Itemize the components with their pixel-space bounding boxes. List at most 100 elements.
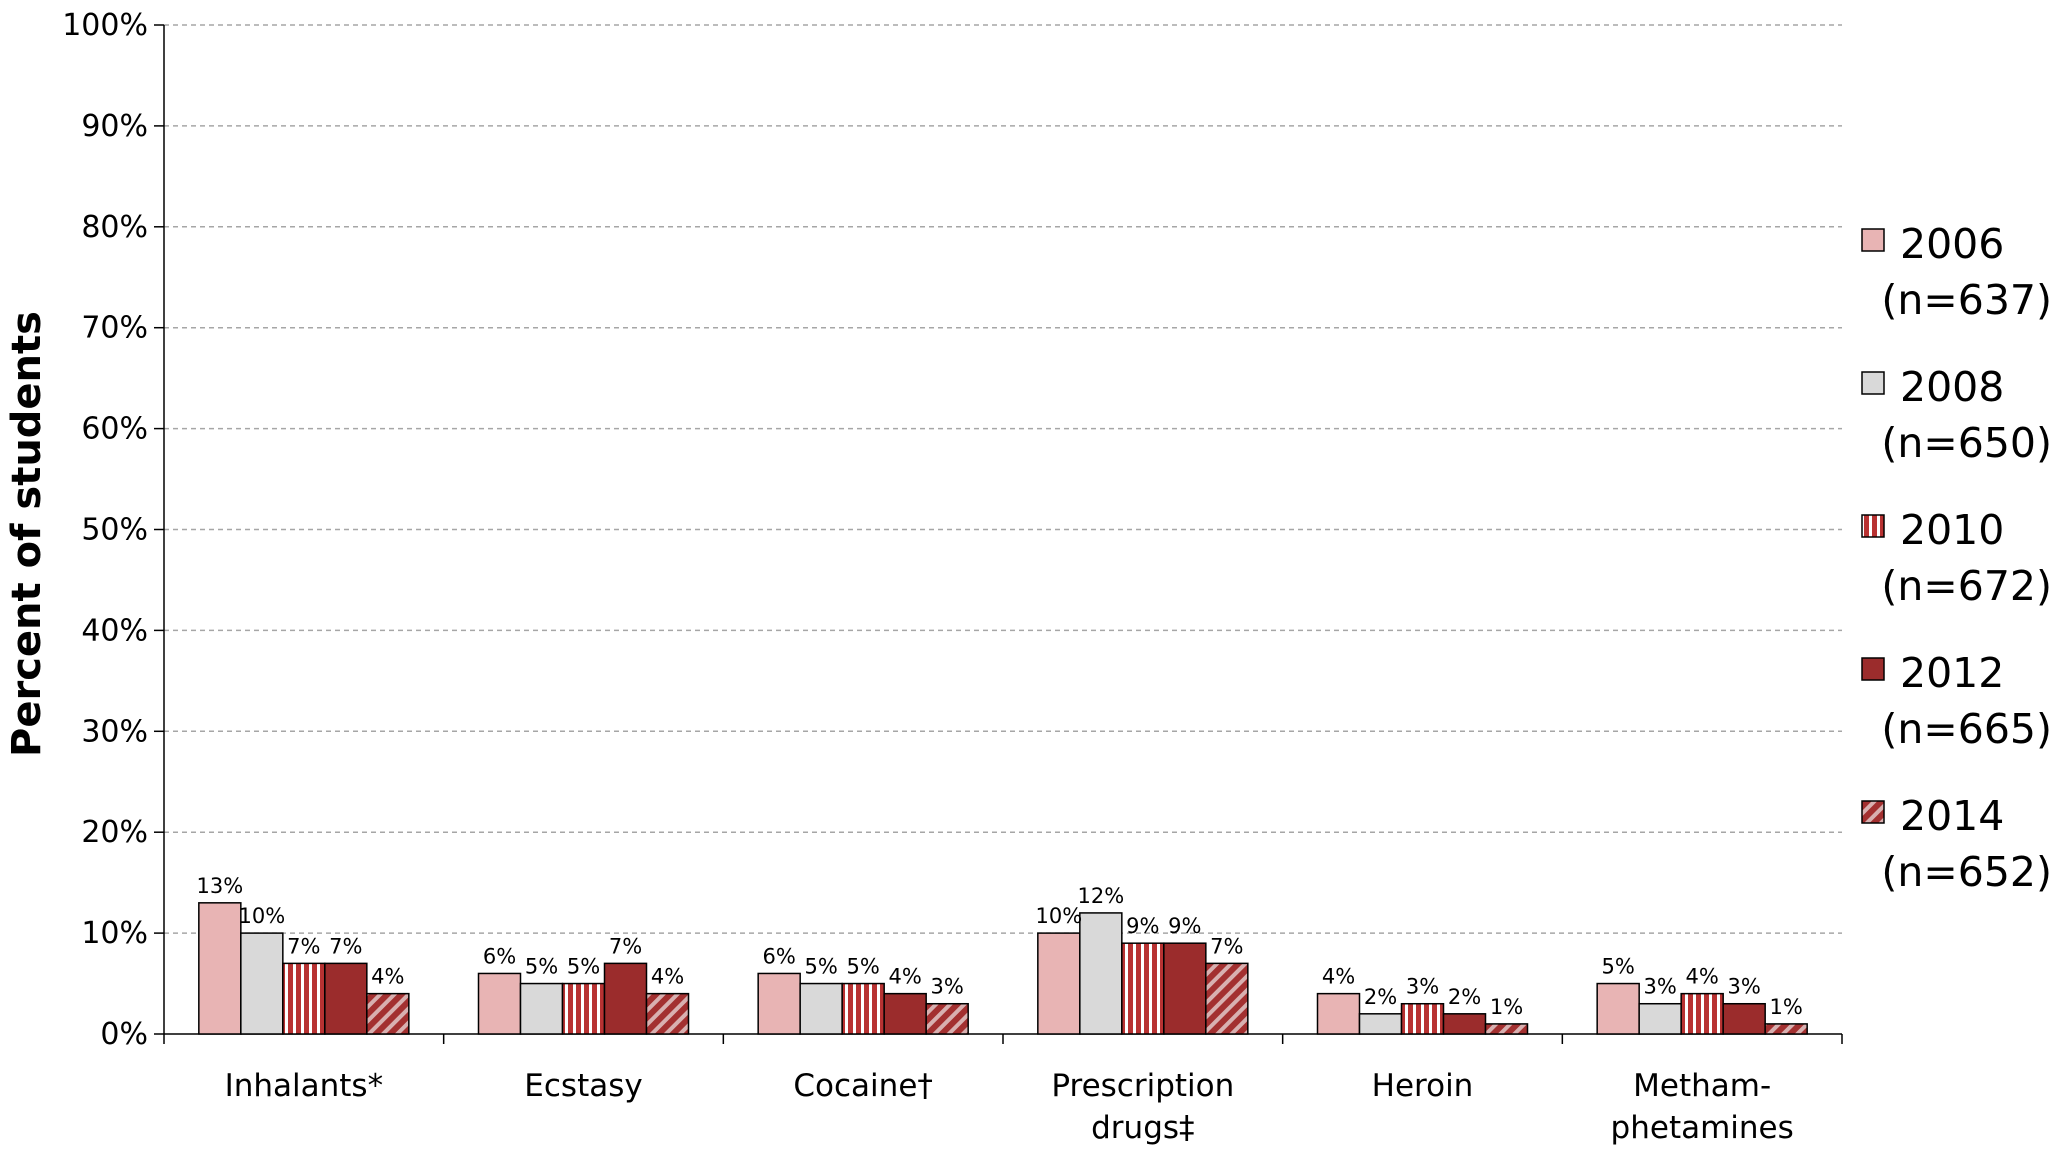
bar — [477, 972, 522, 1035]
data-label: 4% — [651, 965, 684, 989]
x-category-label: Ecstasy — [524, 1068, 642, 1104]
x-category-label: Prescription drugs‡ — [1051, 1068, 1234, 1146]
data-label: 5% — [847, 955, 880, 979]
bar — [240, 932, 284, 1035]
legend-label: 2014 — [1900, 792, 2004, 840]
data-label: 4% — [1322, 965, 1355, 989]
data-label: 6% — [483, 944, 516, 968]
data-label: 2% — [1364, 985, 1397, 1009]
legend-sublabel: (n=665) — [1881, 705, 2052, 753]
bar — [1316, 992, 1361, 1035]
x-category-label: Heroin — [1372, 1068, 1474, 1104]
bar — [645, 992, 690, 1035]
bar — [1205, 962, 1249, 1035]
bar — [1442, 1013, 1487, 1035]
bar — [757, 972, 801, 1035]
legend-sublabel: (n=652) — [1881, 848, 2052, 896]
legend-sublabel: (n=650) — [1881, 419, 2052, 467]
data-label: 5% — [1602, 955, 1635, 979]
bar — [1638, 1002, 1682, 1035]
legend: 2006 (n=637) 2008 (n=650) 2010 (n=672) 2012 (n=… — [1861, 220, 2052, 896]
data-label: 7% — [329, 934, 362, 958]
legend-sublabel: (n=637) — [1881, 276, 2052, 324]
legend-sublabel: (n=672) — [1881, 562, 2052, 610]
x-category-label: Inhalants* — [225, 1068, 384, 1104]
bars — [198, 902, 1808, 1035]
data-label: 12% — [1077, 884, 1124, 908]
bar — [1121, 942, 1165, 1035]
legend-label: 2008 — [1900, 363, 2004, 411]
data-label: 9% — [1168, 914, 1201, 938]
bar — [366, 992, 410, 1035]
bar — [519, 982, 564, 1035]
data-label: 6% — [763, 944, 796, 968]
y-tick-label: 20% — [81, 815, 148, 850]
data-label: 3% — [1406, 975, 1439, 999]
data-label: 5% — [805, 955, 838, 979]
bar — [1680, 992, 1724, 1035]
data-label: 3% — [931, 975, 964, 999]
bar — [883, 992, 927, 1035]
data-label: 13% — [196, 874, 243, 898]
y-tick-label: 60% — [81, 412, 148, 447]
y-axis-title: Percent of students — [4, 311, 50, 757]
bar — [1079, 912, 1123, 1035]
bar — [198, 902, 242, 1035]
legend-swatch — [1861, 657, 1885, 681]
bar — [1163, 942, 1207, 1035]
data-label: 9% — [1126, 914, 1159, 938]
data-labels: 13%10%7% 7%4%6% 5% 5%7%4%6% 5% 5% 4% 3%10%12%9%… — [196, 874, 1802, 1019]
legend-label: 2012 — [1900, 649, 2004, 697]
y-tick-label: 70% — [81, 311, 148, 346]
bar — [1722, 1002, 1766, 1035]
y-tick-label: 100% — [62, 8, 148, 43]
data-label: 7% — [609, 934, 642, 958]
legend-swatch — [1861, 228, 1885, 252]
y-tick-label: 90% — [81, 109, 148, 144]
bar — [282, 962, 326, 1035]
data-label: 7% — [287, 934, 320, 958]
x-category-label: Cocaine† — [793, 1068, 933, 1104]
legend-label: 2006 — [1900, 220, 2004, 268]
bar — [561, 982, 606, 1035]
x-category-label: Metham-phetamines — [1611, 1068, 1794, 1146]
axes: 0% 10% 20% 30% 40% 50% 60% 70% 80% 90% 100% Inhalan… — [62, 8, 1843, 1146]
gridlines — [164, 24, 1842, 934]
legend-swatch — [1861, 371, 1885, 395]
data-label: 1% — [1490, 995, 1523, 1019]
bar — [324, 962, 368, 1035]
data-label: 4% — [889, 965, 922, 989]
bar — [1596, 982, 1640, 1035]
y-tick-label: 0% — [100, 1017, 148, 1052]
bar — [1358, 1013, 1403, 1035]
data-label: 5% — [525, 955, 558, 979]
bar — [1037, 932, 1081, 1035]
data-label: 1% — [1770, 995, 1803, 1019]
y-tick-label: 50% — [81, 513, 148, 548]
bar — [1484, 1023, 1529, 1035]
y-tick-label: 10% — [81, 916, 148, 951]
y-tick-label: 80% — [81, 210, 148, 245]
data-label: 4% — [1686, 965, 1719, 989]
data-label: 3% — [1644, 975, 1677, 999]
data-label: 5% — [567, 955, 600, 979]
data-label: 2% — [1448, 985, 1481, 1009]
legend-swatch — [1861, 514, 1885, 538]
y-tick-label: 30% — [81, 714, 148, 749]
data-label: 10% — [1035, 904, 1082, 928]
legend-swatch — [1861, 800, 1885, 824]
bar — [841, 982, 885, 1035]
bar — [799, 982, 843, 1035]
data-label: 3% — [1728, 975, 1761, 999]
bar — [603, 962, 648, 1035]
bar — [1764, 1023, 1808, 1035]
data-label: 10% — [238, 904, 285, 928]
data-label: 7% — [1210, 934, 1243, 958]
bar — [925, 1002, 969, 1035]
bar — [1400, 1002, 1445, 1035]
legend-label: 2010 — [1900, 506, 2004, 554]
y-tick-label: 40% — [81, 613, 148, 648]
data-label: 4% — [371, 965, 404, 989]
